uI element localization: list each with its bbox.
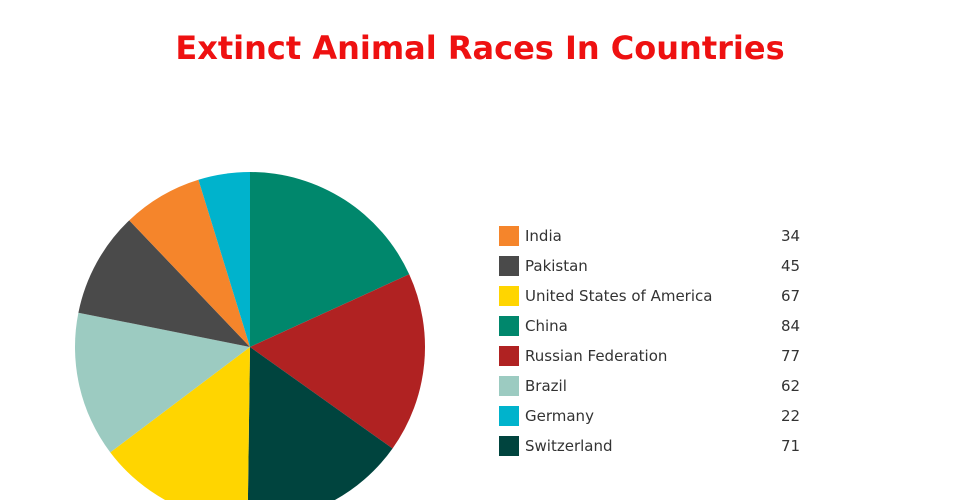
legend-label: United States of America [525, 287, 713, 305]
legend-item-india: India 34 [499, 226, 819, 256]
legend-value: 77 [781, 347, 801, 365]
legend-swatch [499, 436, 519, 456]
pie-slice-pakistan [78, 220, 250, 347]
legend-value: 22 [781, 407, 801, 425]
legend-label: India [525, 227, 562, 245]
legend-value: 62 [781, 377, 801, 395]
legend-swatch [499, 406, 519, 426]
legend-swatch [499, 286, 519, 306]
legend-item-china: China 84 [499, 316, 819, 346]
pie-slice-india [129, 179, 250, 347]
legend-swatch [499, 256, 519, 276]
legend: India 34 Pakistan 45 United States of Americ… [499, 226, 819, 466]
legend-value: 71 [781, 437, 801, 455]
legend-swatch [499, 316, 519, 336]
legend-label: Germany [525, 407, 594, 425]
legend-item-pakistan: Pakistan 45 [499, 256, 819, 286]
pie-slice-brazil [74, 312, 250, 453]
legend-value: 67 [781, 287, 801, 305]
pie-slice-germany [198, 171, 250, 347]
legend-swatch [499, 346, 519, 366]
legend-value: 45 [781, 257, 801, 275]
legend-label: Switzerland [525, 437, 613, 455]
legend-item-russian-federation: Russian Federation 77 [499, 346, 819, 376]
legend-label: China [525, 317, 568, 335]
legend-value: 34 [781, 227, 801, 245]
legend-item-germany: Germany 22 [499, 406, 819, 436]
legend-value: 84 [781, 317, 801, 335]
legend-label: Russian Federation [525, 347, 668, 365]
legend-item-switzerland: Switzerland 71 [499, 436, 819, 466]
pie-slice-united-states-of-america [110, 347, 250, 500]
legend-label: Pakistan [525, 257, 588, 275]
legend-swatch [499, 226, 519, 246]
chart-title: Extinct Animal Races In Countries [175, 29, 785, 67]
legend-item-united-states-of-america: United States of America 67 [499, 286, 819, 316]
pie-slices [74, 171, 426, 500]
pie-slice-russian-federation [250, 274, 426, 449]
legend-item-brazil: Brazil 62 [499, 376, 819, 406]
pie-slice-china [250, 172, 410, 347]
pie-slice-switzerland [247, 347, 393, 500]
legend-swatch [499, 376, 519, 396]
legend-label: Brazil [525, 377, 567, 395]
